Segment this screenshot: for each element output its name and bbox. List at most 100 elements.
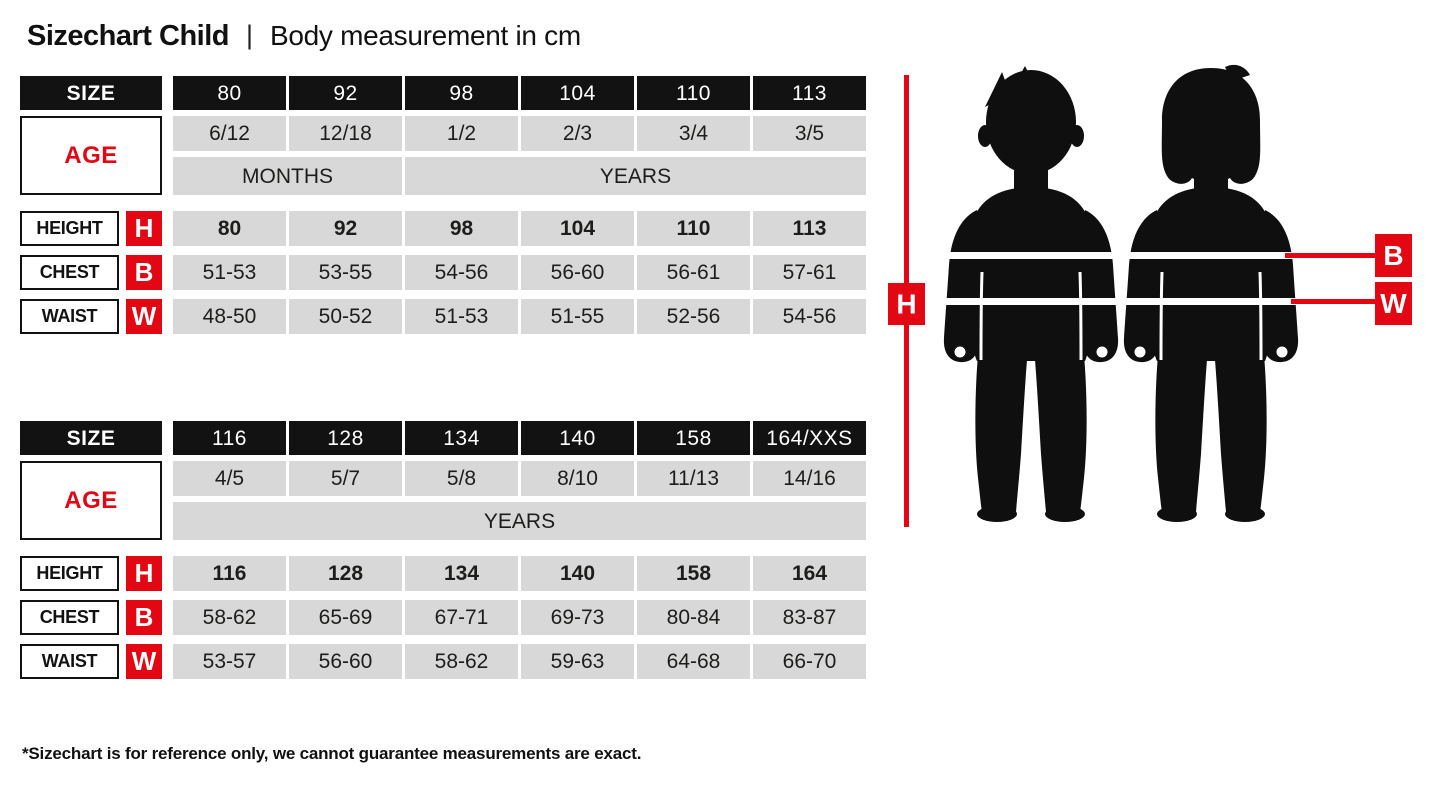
size-col-header: 80 — [173, 76, 286, 110]
boy-silhouette-icon — [943, 66, 1119, 522]
size-header-label: SIZE — [20, 421, 162, 455]
age-cell: 11/13 — [637, 461, 750, 496]
size-col-header: 92 — [289, 76, 402, 110]
waist-value: 58-62 — [405, 644, 518, 679]
age-cell: 5/8 — [405, 461, 518, 496]
size-col-header: 98 — [405, 76, 518, 110]
chest-badge — [1375, 234, 1412, 277]
title-main: Sizechart Child — [27, 20, 230, 52]
height-value: 140 — [521, 556, 634, 591]
height-label: HEIGHT — [20, 556, 119, 591]
age-cell: 3/4 — [637, 116, 750, 151]
sizechart-table-small: SIZE 80 92 98 104 110 113 AGE 6/12 12/18… — [20, 76, 866, 334]
size-col-header: 164/XXS — [753, 421, 866, 455]
waist-value: 64-68 — [637, 644, 750, 679]
waist-label: WAIST — [20, 644, 119, 679]
age-cell: 4/5 — [173, 461, 286, 496]
waist-value: 52-56 — [637, 299, 750, 334]
age-cell: 5/7 — [289, 461, 402, 496]
chest-code-badge: B — [126, 600, 162, 635]
title-separator: | — [246, 20, 254, 50]
chest-value: 83-87 — [753, 600, 866, 635]
size-col-header: 140 — [521, 421, 634, 455]
waist-badge-letter: W — [1380, 288, 1407, 319]
height-value: 104 — [521, 211, 634, 246]
height-value: 110 — [637, 211, 750, 246]
boy-arm-gap-right — [1078, 271, 1083, 361]
age-cell: 3/5 — [753, 116, 866, 151]
waist-value: 51-55 — [521, 299, 634, 334]
waist-value: 59-63 — [521, 644, 634, 679]
chest-line — [936, 252, 1308, 259]
age-unit-months: MONTHS — [173, 157, 402, 195]
height-value: 134 — [405, 556, 518, 591]
size-col-header: 158 — [637, 421, 750, 455]
age-unit-years: YEARS — [173, 502, 866, 540]
waist-code-badge: W — [126, 644, 162, 679]
height-value: 158 — [637, 556, 750, 591]
measure-label-waist: WAIST W — [20, 644, 162, 679]
page-title: Sizechart Child | Body measurement in cm — [27, 20, 581, 53]
height-badge — [888, 283, 925, 325]
age-cell: 2/3 — [521, 116, 634, 151]
waist-value: 51-53 — [405, 299, 518, 334]
chest-code-badge: B — [126, 255, 162, 290]
waist-value: 56-60 — [289, 644, 402, 679]
chest-value: 65-69 — [289, 600, 402, 635]
waist-label: WAIST — [20, 299, 119, 334]
girl-right-thumb-notch — [1276, 346, 1288, 358]
age-cell: 14/16 — [753, 461, 866, 496]
age-unit-years: YEARS — [405, 157, 866, 195]
chest-value: 56-61 — [637, 255, 750, 290]
size-header-label: SIZE — [20, 76, 162, 110]
measure-label-chest: CHEST B — [20, 600, 162, 635]
boy-arm-gap-left — [979, 271, 984, 361]
height-value: 92 — [289, 211, 402, 246]
measure-label-height: HEIGHT H — [20, 211, 162, 246]
chest-value: 69-73 — [521, 600, 634, 635]
waist-line — [936, 298, 1308, 305]
waist-value: 66-70 — [753, 644, 866, 679]
size-col-header: 104 — [521, 76, 634, 110]
waist-badge — [1375, 282, 1412, 325]
title-subtitle: Body measurement in cm — [270, 20, 581, 51]
measure-label-waist: WAIST W — [20, 299, 162, 334]
disclaimer-footnote: *Sizechart is for reference only, we can… — [22, 744, 642, 763]
chest-value: 80-84 — [637, 600, 750, 635]
height-value: 80 — [173, 211, 286, 246]
chest-value: 67-71 — [405, 600, 518, 635]
size-col-header: 128 — [289, 421, 402, 455]
chest-value: 53-55 — [289, 255, 402, 290]
chest-label: CHEST — [20, 255, 119, 290]
chest-value: 54-56 — [405, 255, 518, 290]
height-value: 98 — [405, 211, 518, 246]
age-header-label: AGE — [20, 116, 162, 195]
age-cell: 1/2 — [405, 116, 518, 151]
height-label: HEIGHT — [20, 211, 119, 246]
girl-arm-gap-right — [1258, 271, 1263, 361]
size-col-header: 116 — [173, 421, 286, 455]
chest-value: 56-60 — [521, 255, 634, 290]
sizechart-table-large: SIZE 116 128 134 140 158 164/XXS AGE 4/5… — [20, 421, 866, 679]
height-badge-letter: H — [896, 289, 916, 320]
waist-value: 50-52 — [289, 299, 402, 334]
chest-value: 51-53 — [173, 255, 286, 290]
height-value: 116 — [173, 556, 286, 591]
age-cell: 12/18 — [289, 116, 402, 151]
waist-code-badge: W — [126, 299, 162, 334]
age-cell: 6/12 — [173, 116, 286, 151]
height-value: 113 — [753, 211, 866, 246]
size-col-header: 113 — [753, 76, 866, 110]
boy-right-thumb-notch — [1096, 346, 1108, 358]
height-value: 128 — [289, 556, 402, 591]
chest-value: 58-62 — [173, 600, 286, 635]
boy-left-thumb-notch — [954, 346, 966, 358]
waist-value: 48-50 — [173, 299, 286, 334]
size-col-header: 110 — [637, 76, 750, 110]
height-value: 164 — [753, 556, 866, 591]
measure-label-chest: CHEST B — [20, 255, 162, 290]
measure-label-height: HEIGHT H — [20, 556, 162, 591]
height-code-badge: H — [126, 556, 162, 591]
girl-arm-gap-left — [1159, 271, 1164, 361]
height-code-badge: H — [126, 211, 162, 246]
